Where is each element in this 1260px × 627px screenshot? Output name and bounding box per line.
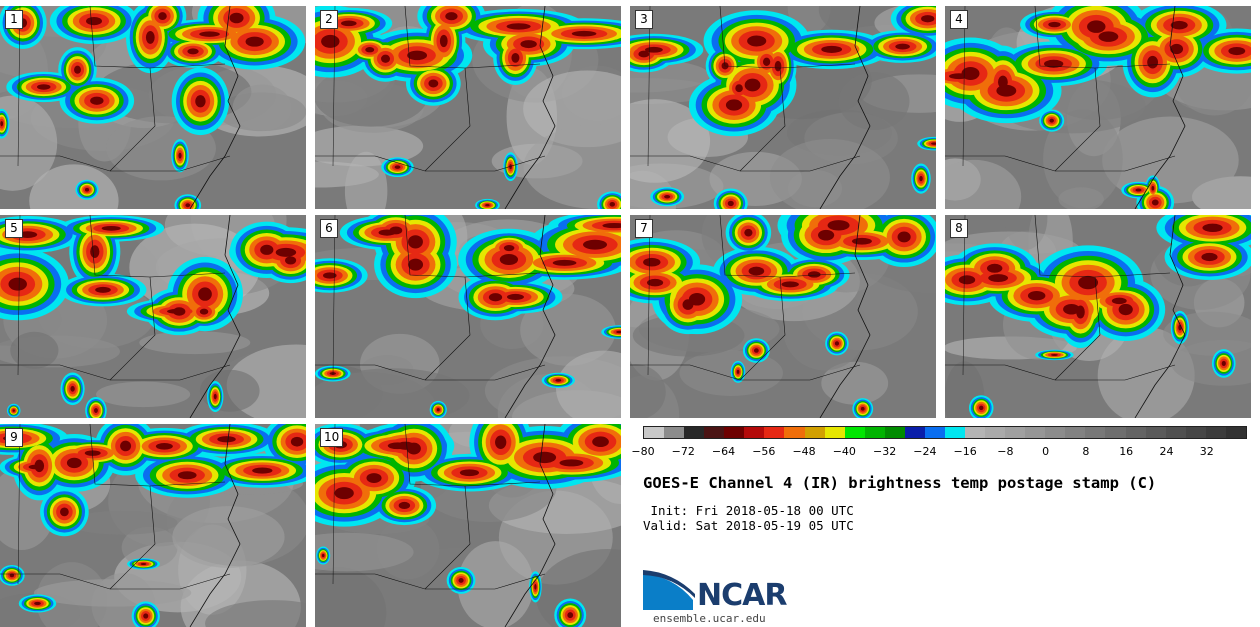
temperature-colorbar [643,426,1247,439]
map-panel-10: 10 [315,424,621,627]
panel-number-label: 9 [5,428,23,447]
colorbar-tick: −8 [997,445,1014,458]
map-panel-4: 4 [945,6,1251,209]
colorbar-swatch [1045,427,1066,438]
colorbar-swatch [644,427,665,438]
colorbar-tick: −24 [913,445,937,458]
colorbar-swatch [884,427,905,438]
satellite-imagery [315,424,621,627]
panel-number-label: 5 [5,219,23,238]
colorbar-swatch [1125,427,1146,438]
satellite-imagery [630,215,936,418]
colorbar-tick: −16 [953,445,977,458]
colorbar-swatch [1085,427,1106,438]
ensemble-url[interactable]: ensemble.ucar.edu [653,612,766,625]
colorbar-swatch [1145,427,1166,438]
satellite-imagery [0,424,306,627]
colorbar-tick: −48 [792,445,816,458]
panel-number-label: 4 [950,10,968,29]
panel-number-label: 7 [635,219,653,238]
colorbar-swatch [1025,427,1046,438]
panel-number-label: 1 [5,10,23,29]
colorbar-tick: 8 [1082,445,1090,458]
colorbar-swatch [1105,427,1126,438]
satellite-imagery [945,215,1251,418]
colorbar-swatch [744,427,765,438]
panel-number-label: 6 [320,219,338,238]
colorbar-swatch [1225,427,1246,438]
panel-number-label: 10 [320,428,344,447]
colorbar-tick: 24 [1159,445,1174,458]
colorbar-tick: −56 [752,445,776,458]
colorbar-swatch [1165,427,1186,438]
colorbar-tick: 32 [1199,445,1214,458]
init-time: Init: Fri 2018-05-18 00 UTC [643,503,854,518]
colorbar-swatch [844,427,865,438]
panel-number-label: 8 [950,219,968,238]
colorbar-tick: −72 [671,445,695,458]
map-panel-9: 9 [0,424,306,627]
colorbar-tick-labels: −80 −72 −64 −56 −48 −40 −32 −24 −16 −8 0 8 16 24 32 [631,445,1247,459]
ncar-logo: NCAR [643,570,793,614]
colorbar-swatch [985,427,1006,438]
colorbar-swatch [944,427,965,438]
colorbar-swatch [824,427,845,438]
satellite-imagery [945,6,1251,209]
colorbar-tick: 16 [1119,445,1134,458]
map-panel-2: 2 [315,6,621,209]
colorbar-swatch [1185,427,1206,438]
colorbar-swatch [904,427,925,438]
panel-number-label: 3 [635,10,653,29]
ncar-logo-text: NCAR [697,578,787,613]
map-panel-6: 6 [315,215,621,418]
colorbar-tick: −64 [711,445,736,458]
map-panel-8: 8 [945,215,1251,418]
colorbar-swatch [724,427,745,438]
colorbar-swatch [864,427,885,438]
colorbar-tick: −32 [872,445,897,458]
panel-number-label: 2 [320,10,338,29]
satellite-imagery [0,6,306,209]
ncar-swoosh-icon [643,570,695,610]
colorbar-swatch [764,427,785,438]
colorbar-tick: 0 [1042,445,1050,458]
satellite-imagery [315,6,621,209]
colorbar-swatch [1065,427,1086,438]
map-panel-1: 1 [0,6,306,209]
colorbar-tick: −80 [631,445,655,458]
page-title: GOES-E Channel 4 (IR) brightness temp po… [643,474,1157,492]
map-panel-3: 3 [630,6,936,209]
colorbar-swatch [1205,427,1226,438]
map-panel-5: 5 [0,215,306,418]
satellite-imagery [315,215,621,418]
colorbar-swatch [784,427,805,438]
colorbar-tick: −40 [832,445,856,458]
colorbar-swatch [804,427,825,438]
valid-time: Valid: Sat 2018-05-19 05 UTC [643,518,854,533]
colorbar-swatch [924,427,945,438]
colorbar-swatch [664,427,685,438]
colorbar-swatch [704,427,725,438]
satellite-imagery [0,215,306,418]
satellite-imagery [630,6,936,209]
colorbar-swatch [965,427,986,438]
map-panel-7: 7 [630,215,936,418]
colorbar-swatch [684,427,705,438]
colorbar-swatch [1005,427,1026,438]
